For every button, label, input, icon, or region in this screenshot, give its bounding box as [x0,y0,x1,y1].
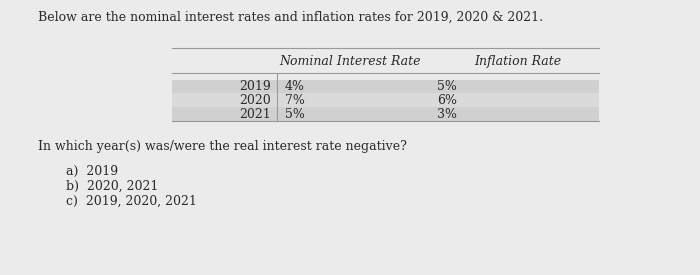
Text: 2020: 2020 [239,94,271,107]
Text: 4%: 4% [285,80,305,93]
Bar [172,107,598,121]
Text: Inflation Rate: Inflation Rate [475,55,561,68]
Text: 6%: 6% [438,94,458,107]
Text: 5%: 5% [285,108,304,121]
Text: 7%: 7% [285,94,304,107]
Text: 2019: 2019 [239,80,271,93]
Text: Below are the nominal interest rates and inflation rates for 2019, 2020 & 2021.: Below are the nominal interest rates and… [38,11,543,24]
Text: 2021: 2021 [239,108,271,121]
Bar [172,80,598,94]
Text: a)  2019: a) 2019 [66,165,118,178]
Text: 5%: 5% [438,80,457,93]
Text: In which year(s) was/were the real interest rate negative?: In which year(s) was/were the real inter… [38,140,407,153]
Text: 3%: 3% [438,108,458,121]
Text: c)  2019, 2020, 2021: c) 2019, 2020, 2021 [66,195,197,208]
Text: b)  2020, 2021: b) 2020, 2021 [66,180,159,193]
Bar [172,94,598,107]
Text: Nominal Interest Rate: Nominal Interest Rate [279,55,421,68]
